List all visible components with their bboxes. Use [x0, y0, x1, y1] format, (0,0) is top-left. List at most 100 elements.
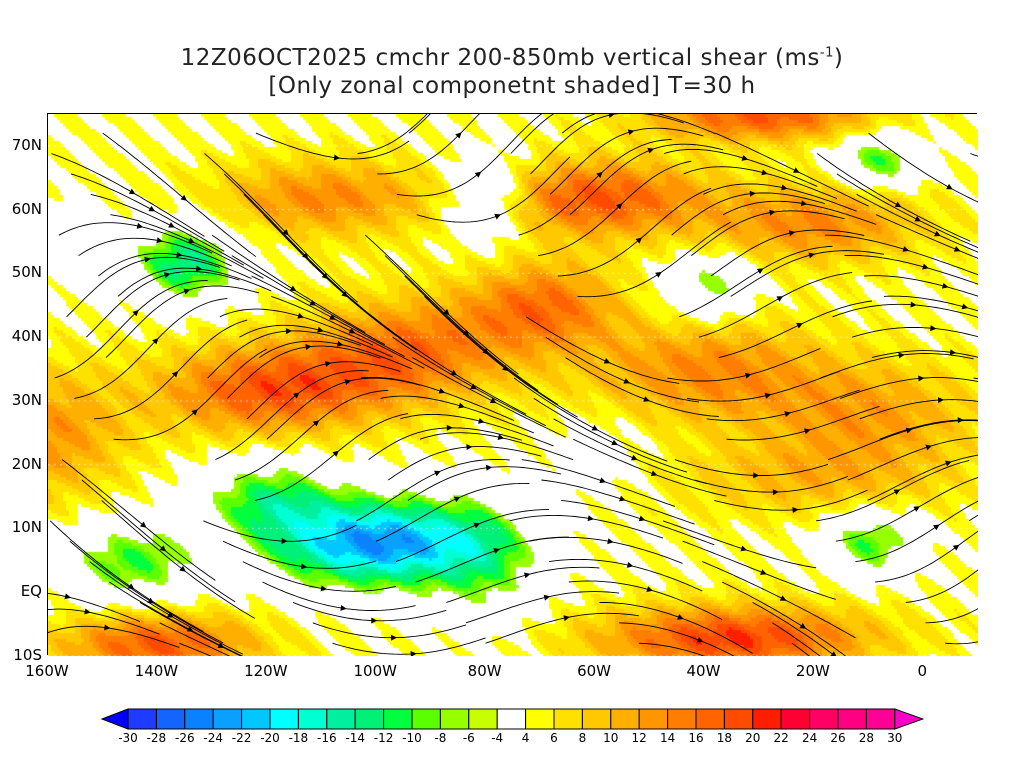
- streamline-arrow: [317, 326, 324, 333]
- streamline: [706, 389, 860, 422]
- streamline-arrow: [320, 585, 327, 592]
- streamline-arrow: [638, 515, 646, 522]
- streamline-arrow: [453, 496, 461, 503]
- colorbar-label: -16: [316, 731, 337, 745]
- streamline-arrow: [462, 329, 470, 337]
- streamline-arrow: [293, 392, 300, 399]
- streamline-arrow: [607, 538, 614, 545]
- streamline: [90, 193, 245, 266]
- streamline: [485, 612, 639, 644]
- streamline-arrow: [300, 563, 308, 570]
- streamline-arrow: [643, 396, 650, 402]
- streamline: [864, 275, 978, 297]
- streamline-arrow: [902, 246, 910, 252]
- streamline-arrow: [167, 611, 174, 618]
- streamline-arrow: [830, 651, 837, 656]
- x-tick-label: 160W: [25, 662, 69, 680]
- streamline: [883, 295, 978, 312]
- streamline: [395, 509, 550, 563]
- streamline: [407, 466, 562, 501]
- streamline-arrow: [470, 383, 477, 390]
- streamline: [565, 357, 719, 417]
- streamline-arrow: [934, 230, 941, 237]
- colorbar-label: 16: [688, 731, 704, 745]
- streamline: [48, 592, 141, 623]
- streamline: [424, 296, 578, 418]
- streamline-arrow: [898, 352, 905, 359]
- streamline: [518, 138, 672, 236]
- streamline: [549, 127, 704, 195]
- streamline-arrow: [623, 378, 631, 384]
- streamline-arrow: [655, 271, 662, 278]
- streamline: [638, 642, 706, 656]
- colorbar-label: 28: [858, 731, 875, 745]
- streamline-arrow: [761, 169, 768, 176]
- streamline-arrow: [321, 272, 329, 279]
- colorbar-box: [553, 708, 583, 730]
- colorbar-box: [809, 708, 839, 730]
- streamline: [215, 370, 369, 461]
- streamline-arrow: [646, 586, 653, 593]
- colorbar-label: -24: [203, 731, 223, 745]
- streamline: [662, 520, 817, 569]
- streamline-arrow: [941, 282, 949, 289]
- streamline-arrow: [348, 328, 356, 334]
- streamline: [243, 193, 398, 337]
- streamline: [710, 229, 865, 277]
- colorbar-label: 6: [550, 731, 558, 745]
- streamline: [66, 256, 220, 318]
- streamline: [255, 132, 410, 160]
- streamline-arrow: [104, 624, 111, 631]
- chart-title-line2: [Only zonal componetnt shaded] T=30 h: [268, 73, 756, 99]
- streamline-arrow: [64, 593, 71, 600]
- colorbar-box: [468, 708, 498, 730]
- colorbar-box: [496, 708, 527, 730]
- streamline: [419, 432, 574, 461]
- colorbar-label: 26: [830, 731, 846, 745]
- x-tick-label: 60W: [577, 662, 612, 680]
- streamline: [553, 418, 707, 485]
- streamline: [925, 608, 978, 624]
- streamline: [400, 413, 554, 447]
- colorbar-label: -6: [462, 731, 475, 745]
- streamline: [380, 395, 534, 434]
- streamline: [671, 192, 825, 236]
- streamline-arrow: [333, 154, 341, 161]
- streamline-arrow: [156, 237, 163, 244]
- streamline-arrow: [611, 439, 618, 446]
- streamline: [242, 561, 396, 592]
- streamline: [239, 324, 393, 358]
- streamline-arrow: [627, 129, 635, 136]
- streamline: [525, 316, 680, 384]
- streamline: [139, 602, 243, 656]
- streamline: [251, 275, 405, 357]
- colorbar-label: -12: [373, 731, 394, 745]
- streamline: [715, 132, 869, 207]
- colorbar-label: 22: [773, 731, 789, 745]
- streamline-arrow: [195, 265, 203, 272]
- streamline: [816, 459, 970, 522]
- colorbar-box: [212, 708, 243, 730]
- streamline: [561, 499, 715, 546]
- streamline-arrow: [788, 230, 796, 237]
- streamline: [222, 540, 377, 569]
- colorbar-box: [667, 708, 697, 730]
- streamline-arrow: [297, 312, 304, 319]
- streamline: [392, 336, 547, 427]
- streamline: [203, 520, 357, 542]
- y-tick-label: 10N: [11, 518, 42, 537]
- streamline: [599, 601, 753, 654]
- streamline-arrow: [933, 524, 940, 531]
- streamline-arrow: [139, 521, 147, 528]
- streamline-arrow: [945, 460, 952, 467]
- streamline-arrow: [619, 495, 626, 502]
- shaded-zonal-shear: [48, 114, 978, 656]
- streamline-arrow: [443, 308, 450, 316]
- streamline: [89, 561, 243, 655]
- streamline-arrow: [186, 626, 194, 632]
- streamline: [219, 308, 374, 346]
- streamline: [404, 275, 559, 405]
- streamline: [513, 377, 668, 462]
- streamline-arrow: [925, 444, 932, 451]
- streamline: [970, 153, 978, 157]
